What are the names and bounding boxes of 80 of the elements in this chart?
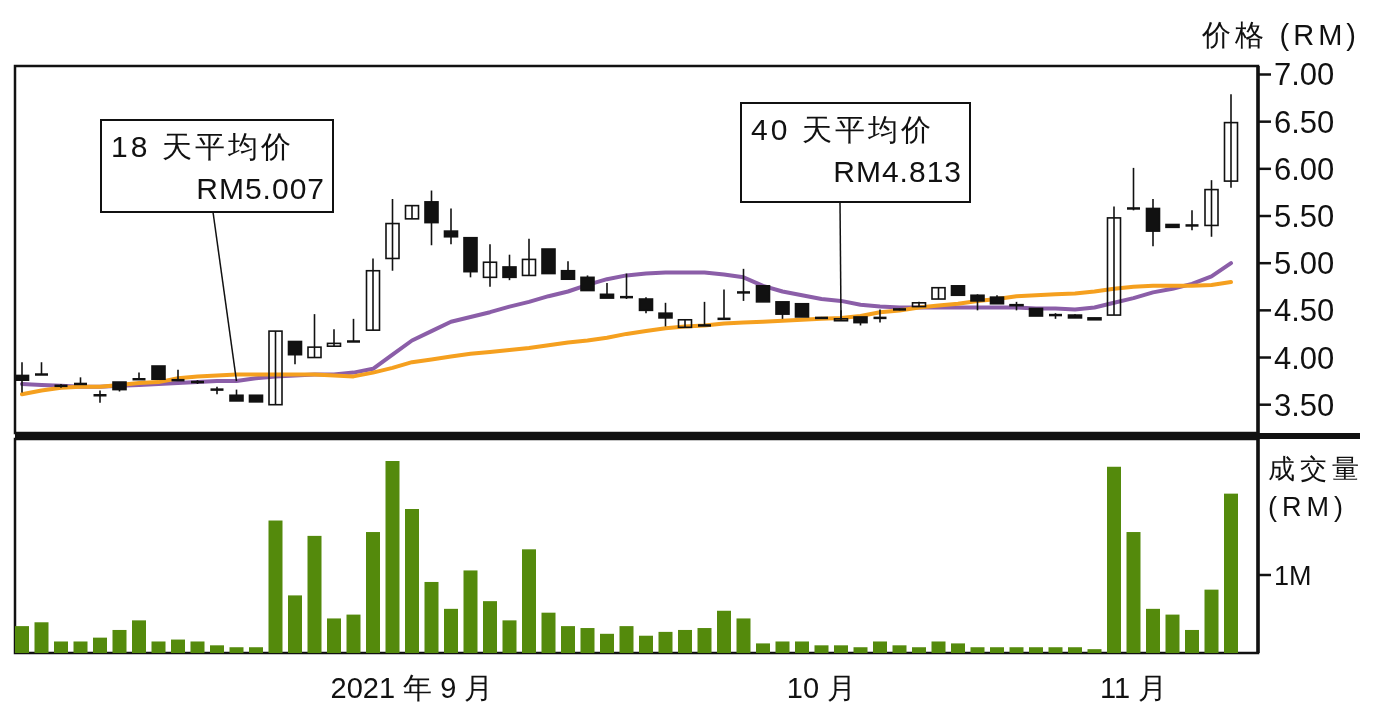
y-tick-label: 5.50 [1274, 199, 1335, 235]
x-tick-label: 2021 年 9 月 [330, 672, 494, 704]
bar [1087, 649, 1102, 653]
bar [1048, 647, 1063, 653]
bar [424, 581, 439, 653]
text: 1M [1274, 561, 1312, 591]
bar [912, 647, 926, 653]
bar [385, 461, 400, 653]
bar [814, 645, 829, 653]
bar [678, 629, 692, 653]
y-tick-label: 4.00 [1274, 340, 1335, 376]
bar [502, 620, 517, 653]
bar [892, 645, 907, 653]
bar [756, 643, 770, 653]
annotation: 40 天平均价 RM4.813 [751, 113, 962, 188]
bar [171, 639, 185, 653]
bar [93, 637, 107, 653]
bar [190, 641, 205, 653]
y-tick-label: 6.00 [1274, 151, 1335, 187]
bar [658, 631, 673, 653]
bar [288, 595, 302, 653]
y-tick-label: 3.50 [1274, 387, 1335, 423]
bar [366, 532, 380, 653]
bar [1185, 629, 1199, 653]
bar [483, 601, 497, 653]
bar [619, 626, 634, 653]
bar [853, 647, 868, 653]
bar [873, 641, 887, 653]
bar [1029, 647, 1043, 653]
y-tick-label: 5.00 [1274, 246, 1335, 282]
y-tick-label: 4.50 [1274, 293, 1335, 329]
bar [112, 629, 127, 653]
bar [639, 635, 653, 653]
y-tick-label: 7.00 [1274, 57, 1335, 93]
bar [580, 628, 595, 653]
bar [249, 647, 263, 653]
bar [307, 535, 322, 653]
bar [327, 618, 341, 653]
bar [600, 633, 614, 653]
bar [132, 620, 146, 653]
bar [405, 509, 419, 653]
bar [697, 628, 712, 653]
bar [522, 549, 536, 653]
annotation: 18 天平均价 RM5.007 [111, 130, 325, 205]
bar [1068, 647, 1082, 653]
bar [1204, 589, 1219, 653]
bar [951, 643, 965, 653]
bar [151, 641, 166, 653]
x-tick-label: 10 月 [786, 672, 857, 704]
bar [1126, 532, 1141, 653]
bar [795, 641, 809, 653]
bar [54, 641, 68, 653]
bar [1165, 614, 1180, 653]
bar [834, 645, 848, 653]
bar [717, 610, 731, 653]
bar [210, 645, 224, 653]
y-tick-label: 6.50 [1274, 104, 1335, 140]
bar [931, 641, 946, 653]
y-axis-title: 价格 (RM) [1200, 19, 1360, 51]
bar [15, 626, 29, 653]
bar [1009, 647, 1024, 653]
bar [73, 641, 88, 653]
bar [561, 626, 575, 653]
y-axis-title: 成交量 (RM) [1268, 454, 1364, 522]
bar [1107, 466, 1121, 653]
bar [34, 622, 49, 653]
bar [346, 614, 361, 653]
bar [1224, 493, 1238, 653]
bar [970, 647, 985, 653]
bar [444, 608, 458, 653]
bar [1146, 608, 1160, 653]
bar [775, 641, 790, 653]
line-series [20, 280, 1233, 397]
bar [268, 520, 283, 653]
bar [229, 647, 244, 653]
bar [541, 612, 556, 653]
bar [990, 647, 1004, 653]
bar [736, 618, 751, 653]
bar [463, 570, 478, 653]
x-tick-label: 11 月 [1099, 672, 1168, 704]
